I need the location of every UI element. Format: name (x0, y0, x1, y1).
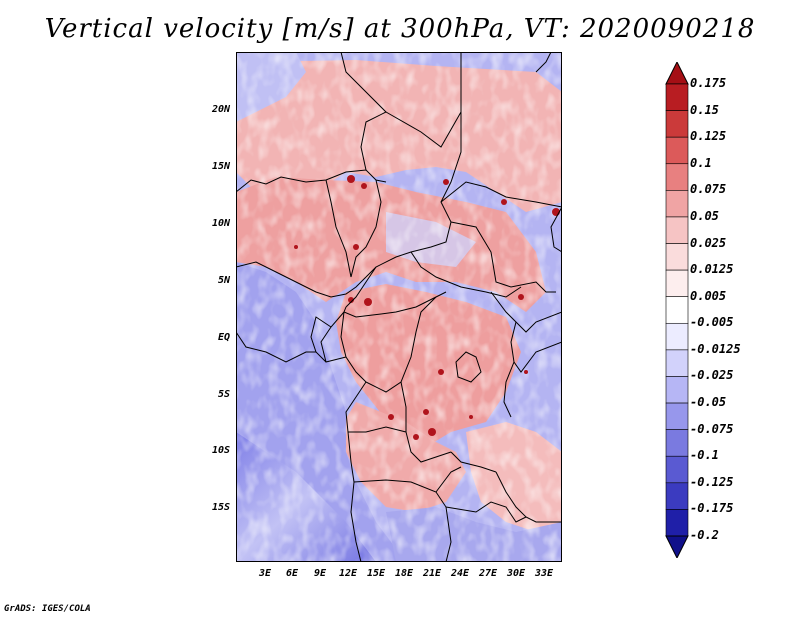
colorbar-top-arrow (665, 62, 689, 85)
colorbar-label: 0.005 (690, 288, 727, 303)
colorbar-segment (665, 429, 689, 457)
colorbar-label: -0.1 (690, 448, 719, 463)
colorbar-segment (665, 349, 689, 377)
colorbar-segment (665, 455, 689, 484)
colorbar-segment (665, 136, 689, 165)
colorbar-label: 0.075 (690, 182, 727, 197)
colorbar-segment (665, 216, 689, 244)
colorbar-label: -0.005 (690, 315, 734, 330)
lon-label: 33E (534, 568, 554, 579)
field-texture (236, 52, 562, 562)
colorbar-label: 0.025 (690, 235, 727, 250)
colorbar-label: 0.1 (690, 155, 712, 170)
colorbar (665, 62, 689, 558)
colorbar-segment (665, 322, 689, 351)
lon-label: 27E (478, 568, 498, 579)
colorbar-segment (665, 190, 689, 218)
lon-label: 30E (506, 568, 526, 579)
colorbar-segment (665, 509, 689, 537)
map-frame (236, 52, 562, 562)
lon-label: 15E (366, 568, 386, 579)
lat-label: 20N (211, 104, 230, 115)
colorbar-segment (665, 296, 689, 324)
colorbar-label: -0.175 (690, 501, 734, 516)
lon-label: 24E (450, 568, 470, 579)
lon-label: 3E (258, 568, 272, 579)
country-borders (236, 52, 562, 562)
colorbar-label: -0.05 (690, 395, 727, 410)
colorbar-label: -0.125 (690, 474, 734, 489)
lat-label: 10N (211, 218, 230, 229)
colorbar-segment (665, 402, 689, 430)
lat-label: 15N (211, 161, 230, 172)
grads-credit: GrADS: IGES/COLA (4, 604, 91, 614)
strong-updraft-cells (294, 175, 560, 440)
colorbar-label: 0.0125 (690, 262, 734, 277)
lon-label: 18E (394, 568, 414, 579)
lat-label: 10S (211, 445, 230, 456)
lon-label: 9E (313, 568, 327, 579)
colorbar-label: -0.0125 (690, 341, 741, 356)
colorbar-label: 0.05 (690, 208, 719, 223)
colorbar-segment (665, 243, 689, 271)
lat-label: 5N (217, 275, 230, 286)
colorbar-segment (665, 163, 689, 191)
colorbar-segment (665, 269, 689, 298)
lat-label: 15S (211, 502, 230, 513)
colorbar-label: 0.15 (690, 102, 719, 117)
lon-label: 21E (422, 568, 442, 579)
colorbar-label: -0.025 (690, 368, 734, 383)
colorbar-segment (665, 376, 689, 404)
lat-label: 5S (217, 389, 230, 400)
colorbar-bottom-arrow (665, 535, 689, 558)
colorbar-label: 0.125 (690, 129, 727, 144)
map-title: Vertical velocity [m/s] at 300hPa, VT: 2… (44, 14, 756, 44)
vertical-velocity-map (236, 52, 562, 562)
lat-label: EQ (217, 332, 230, 343)
colorbar-label: 0.175 (690, 76, 727, 90)
lon-label: 6E (285, 568, 299, 579)
colorbar-segment (665, 110, 689, 138)
colorbar-segment (665, 482, 689, 510)
colorbar-label: -0.075 (690, 421, 734, 436)
lon-label: 12E (338, 568, 358, 579)
colorbar-segment (665, 83, 689, 111)
colorbar-label: -0.2 (690, 528, 719, 542)
